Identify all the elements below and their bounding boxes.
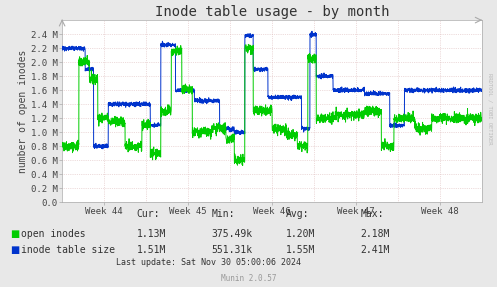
Text: 551.31k: 551.31k xyxy=(211,245,252,255)
Text: 1.13M: 1.13M xyxy=(137,229,166,239)
Text: Min:: Min: xyxy=(211,209,235,219)
Text: Avg:: Avg: xyxy=(286,209,309,219)
Text: Munin 2.0.57: Munin 2.0.57 xyxy=(221,274,276,283)
Text: 375.49k: 375.49k xyxy=(211,229,252,239)
Text: ■: ■ xyxy=(10,229,19,239)
Text: 1.51M: 1.51M xyxy=(137,245,166,255)
Text: Cur:: Cur: xyxy=(137,209,160,219)
Text: 1.20M: 1.20M xyxy=(286,229,315,239)
Text: RRDTOOL / TOBI OETIKER: RRDTOOL / TOBI OETIKER xyxy=(487,73,492,145)
Text: open inodes: open inodes xyxy=(21,229,85,239)
Y-axis label: number of open inodes: number of open inodes xyxy=(18,50,28,173)
Text: ■: ■ xyxy=(10,245,19,255)
Title: Inode table usage - by month: Inode table usage - by month xyxy=(155,5,389,19)
Text: 2.18M: 2.18M xyxy=(360,229,390,239)
Text: Max:: Max: xyxy=(360,209,384,219)
Text: Last update: Sat Nov 30 05:00:06 2024: Last update: Sat Nov 30 05:00:06 2024 xyxy=(116,259,301,267)
Text: inode table size: inode table size xyxy=(21,245,115,255)
Text: 1.55M: 1.55M xyxy=(286,245,315,255)
Text: 2.41M: 2.41M xyxy=(360,245,390,255)
